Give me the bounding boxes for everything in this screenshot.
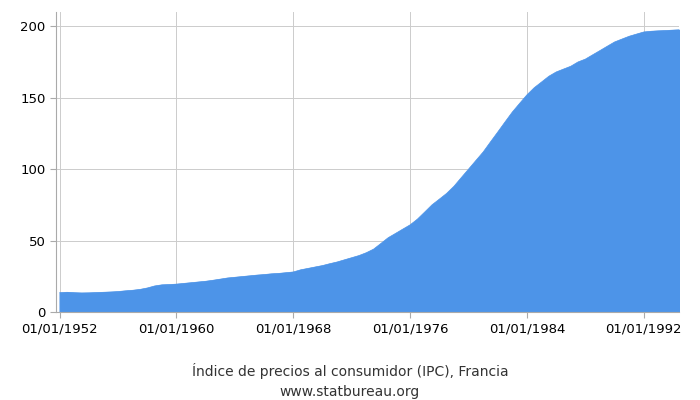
Text: www.statbureau.org: www.statbureau.org [280, 385, 420, 399]
Text: Índice de precios al consumidor (IPC), Francia: Índice de precios al consumidor (IPC), F… [192, 363, 508, 379]
